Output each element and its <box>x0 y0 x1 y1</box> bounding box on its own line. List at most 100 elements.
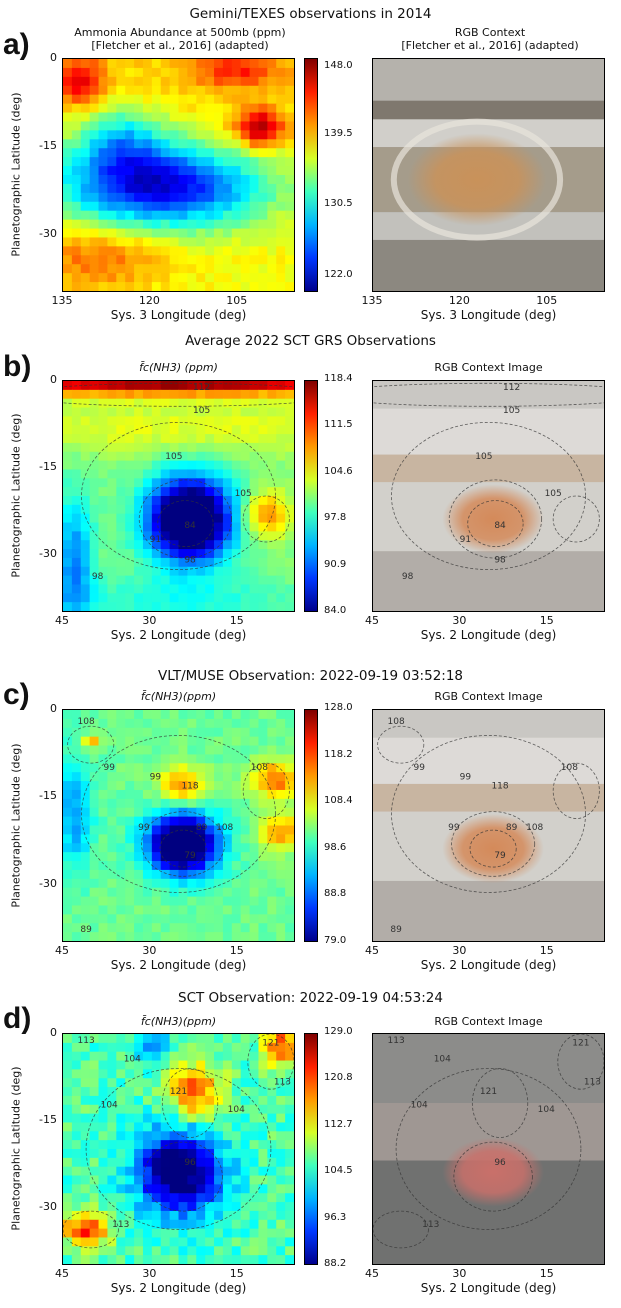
heatmap-cell <box>231 407 242 417</box>
heatmap-cell <box>63 496 73 506</box>
heatmap-cell <box>187 1078 197 1088</box>
contour-line <box>63 1210 119 1249</box>
heatmap-cell <box>116 1210 126 1221</box>
cloud-band <box>373 59 604 101</box>
heatmap-cell <box>178 1034 188 1044</box>
heatmap-cell <box>142 745 153 756</box>
heatmap-cell <box>80 1219 91 1230</box>
heatmap-cell <box>125 496 135 506</box>
heatmap-cell <box>231 1228 242 1239</box>
heatmap-cell <box>98 273 109 283</box>
heatmap-cell <box>116 914 126 924</box>
contour-label: 108 <box>561 763 578 773</box>
great-red-spot <box>407 133 547 227</box>
heatmap-cell <box>169 398 180 409</box>
heatmap-cell <box>98 1219 109 1230</box>
heatmap-cell <box>178 1157 188 1168</box>
heatmap-cell <box>151 1034 162 1044</box>
heatmap-cell <box>249 745 260 756</box>
heatmap-cell <box>178 460 188 471</box>
heatmap-cell <box>160 103 171 114</box>
heatmap-cell <box>267 59 277 69</box>
heatmap-cell <box>98 727 109 738</box>
heatmap-cell <box>205 228 215 239</box>
heatmap-cell <box>107 183 117 194</box>
heatmap-cell <box>89 1157 100 1168</box>
heatmap-cell <box>169 549 180 559</box>
heatmap-cell <box>107 442 117 453</box>
heatmap-cell <box>258 834 268 844</box>
heatmap-cell <box>107 825 117 835</box>
heatmap-cell <box>125 1228 135 1239</box>
heatmap-cell <box>285 496 294 506</box>
heatmap-cell <box>151 425 162 435</box>
heatmap-cell <box>240 1228 251 1239</box>
heatmap-cell <box>205 843 215 853</box>
heatmap-cell <box>240 584 251 594</box>
y-axis-label: Planetographic Latitude (deg) <box>9 742 23 908</box>
heatmap-cell <box>63 148 73 158</box>
heatmap-cell <box>267 745 277 756</box>
heatmap-cell <box>169 1237 180 1247</box>
heatmap-cell <box>231 139 242 149</box>
heatmap-cell <box>125 1095 135 1106</box>
heatmap-cell <box>240 710 251 720</box>
heatmap-cell <box>169 130 180 140</box>
heatmap-cell <box>151 103 162 114</box>
heatmap-cell <box>125 407 135 417</box>
heatmap-cell <box>276 1237 286 1247</box>
heatmap-cell <box>205 923 215 933</box>
heatmap-cell <box>267 103 277 114</box>
heatmap-cell <box>151 1069 162 1079</box>
heatmap-cell <box>142 861 153 871</box>
heatmap-cell <box>285 1193 294 1203</box>
heatmap-cell <box>249 798 260 809</box>
heatmap-cell <box>276 745 286 756</box>
heatmap-cell <box>214 210 224 221</box>
heatmap-cell <box>249 460 260 471</box>
heatmap-cell <box>116 522 126 532</box>
heatmap-cell <box>134 166 144 176</box>
heatmap-cell <box>134 148 144 158</box>
heatmap-cell <box>134 727 144 738</box>
heatmap-cell <box>134 112 144 123</box>
heatmap-cell <box>80 121 91 131</box>
heatmap-cell <box>222 451 233 462</box>
heatmap-cell <box>151 602 162 611</box>
heatmap-cell <box>125 478 135 488</box>
heatmap-cell <box>107 1131 117 1141</box>
heatmap-cell <box>98 255 109 265</box>
heatmap-cell <box>178 157 188 167</box>
heatmap-cell <box>205 1202 215 1212</box>
heatmap-cell <box>134 228 144 239</box>
heatmap-cell <box>240 816 251 827</box>
heatmap-cell <box>71 130 82 140</box>
heatmap-cell <box>134 852 144 862</box>
heatmap-cell <box>222 273 233 283</box>
heatmap-cell <box>169 469 180 479</box>
heatmap-cell <box>249 834 260 844</box>
heatmap-cell <box>125 807 135 818</box>
heatmap-cell <box>258 398 268 409</box>
heatmap-cell <box>63 593 73 603</box>
y-tick-label: 0 <box>50 373 57 386</box>
heatmap-cell <box>285 522 294 532</box>
heatmap-cell <box>169 593 180 603</box>
contour-line <box>451 811 536 877</box>
y-axis-label: Planetographic Latitude (deg) <box>9 92 23 257</box>
cloud-band <box>373 551 604 611</box>
heatmap-cell <box>80 1166 91 1177</box>
contour-label: 104 <box>538 1105 555 1115</box>
heatmap-cell <box>63 584 73 594</box>
heatmap-cell <box>214 1051 224 1062</box>
heatmap-cell <box>80 434 91 444</box>
heatmap-cell <box>258 1166 268 1177</box>
heatmap-cell <box>116 1113 126 1124</box>
heatmap-cell <box>134 246 144 256</box>
heatmap-cell <box>214 1034 224 1044</box>
heatmap-cell <box>187 852 197 862</box>
heatmap-cell <box>249 210 260 221</box>
heatmap-cell <box>107 781 117 791</box>
contour-label: 98 <box>184 556 196 566</box>
heatmap-cell <box>116 1131 126 1141</box>
